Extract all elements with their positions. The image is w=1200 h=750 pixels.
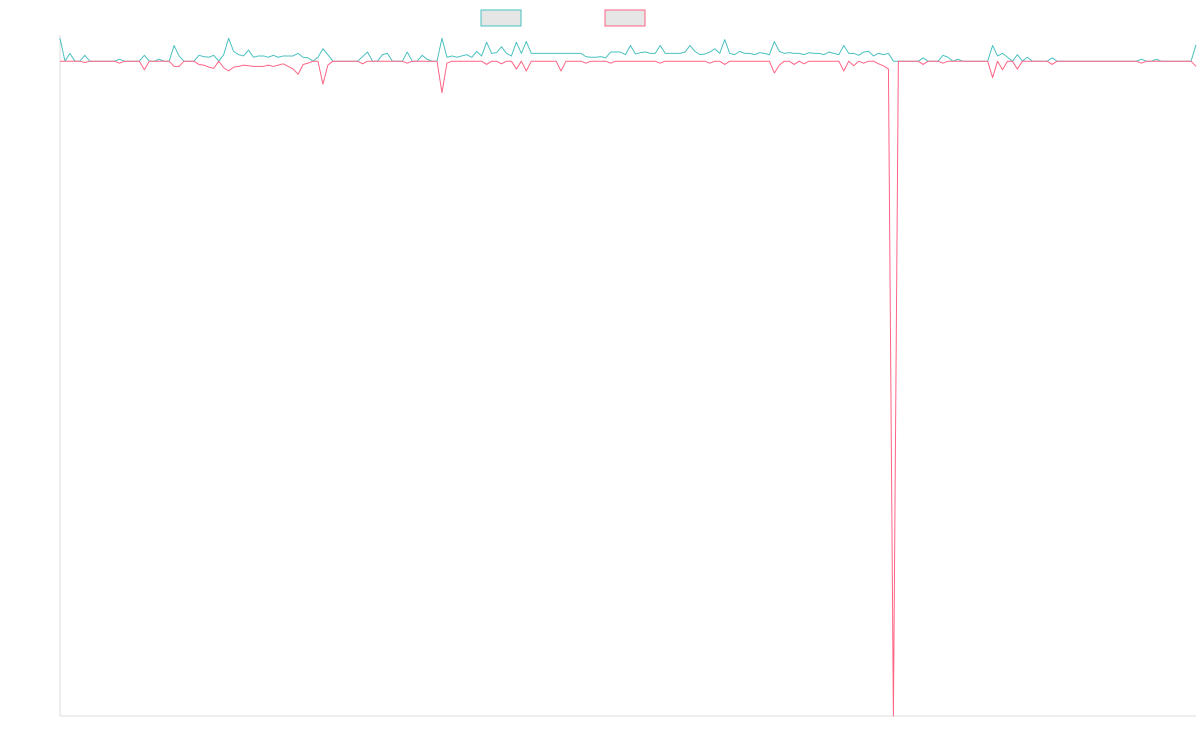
legend-swatch-series-1[interactable] bbox=[480, 9, 522, 27]
legend-swatch-series-2[interactable] bbox=[604, 9, 646, 27]
legend bbox=[480, 9, 646, 27]
series-line-1 bbox=[59, 37, 1197, 62]
series-line-2 bbox=[60, 60, 1197, 717]
plot-area bbox=[59, 35, 1197, 717]
